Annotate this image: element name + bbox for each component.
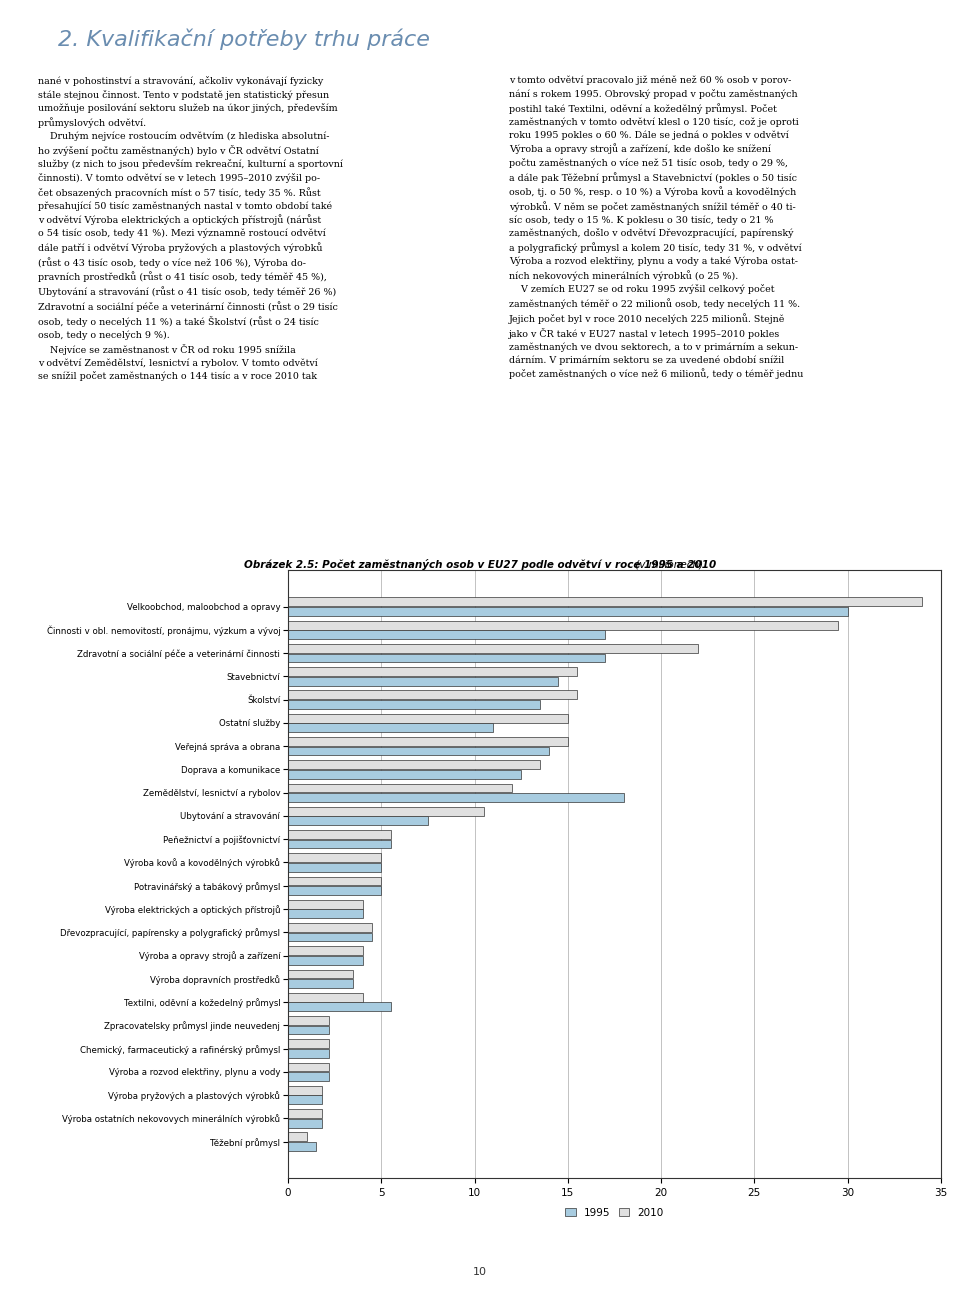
Bar [288,1132,306,1141]
Bar [288,644,698,653]
Bar [288,970,353,979]
Bar [288,877,381,886]
Legend: 1995, 2010: 1995, 2010 [561,1203,668,1222]
Bar [288,714,567,723]
Bar [288,956,363,965]
Bar [288,760,540,769]
Bar [288,724,493,732]
Bar [288,654,605,662]
Bar [288,1119,322,1128]
Bar [288,923,372,932]
Bar [288,830,391,839]
Text: v tomto odvětví pracovalo již méně než 60 % osob v porov-
nání s rokem 1995. Obr: v tomto odvětví pracovalo již méně než 6… [509,76,804,379]
Bar [288,1049,329,1058]
Bar [288,769,521,778]
Bar [288,793,624,802]
Bar [288,746,549,755]
Bar [288,1026,329,1035]
Bar [288,1063,329,1071]
Bar [288,1072,329,1081]
Bar [288,1017,329,1024]
Bar [288,1040,329,1048]
Bar [288,1109,322,1118]
Bar [288,1142,316,1151]
Bar [288,1087,322,1094]
Bar [288,690,577,699]
Bar [288,909,363,918]
Bar [288,862,381,872]
Bar [288,1096,322,1105]
Bar [288,677,559,685]
Text: (v milionech): (v milionech) [632,559,703,570]
Bar [288,886,381,895]
Bar [288,631,605,640]
Text: 10: 10 [473,1268,487,1277]
Bar [288,816,428,825]
Bar [288,853,381,862]
Text: 2. Kvalifikační potřeby trhu práce: 2. Kvalifikační potřeby trhu práce [58,28,430,51]
Bar [288,900,363,909]
Bar [288,607,848,616]
Bar [288,839,391,848]
Bar [288,947,363,956]
Bar [288,667,577,676]
Bar [288,979,353,988]
Bar [288,783,512,793]
Bar [288,701,540,708]
Bar [288,807,484,816]
Bar [288,1002,391,1011]
Bar [288,932,372,941]
Bar [288,737,567,746]
Bar [288,597,923,606]
Bar [288,993,363,1002]
Text: Obrázek 2.5: Počet zaměstnaných osob v EU27 podle odvětví v roce 1995 a 2010: Obrázek 2.5: Počet zaměstnaných osob v E… [244,559,716,570]
Bar [288,620,838,629]
Text: nané v pohostinství a stravování, ačkoliv vykonávají fyzicky
stále stejnou činno: nané v pohostinství a stravování, ačkoli… [38,76,344,381]
